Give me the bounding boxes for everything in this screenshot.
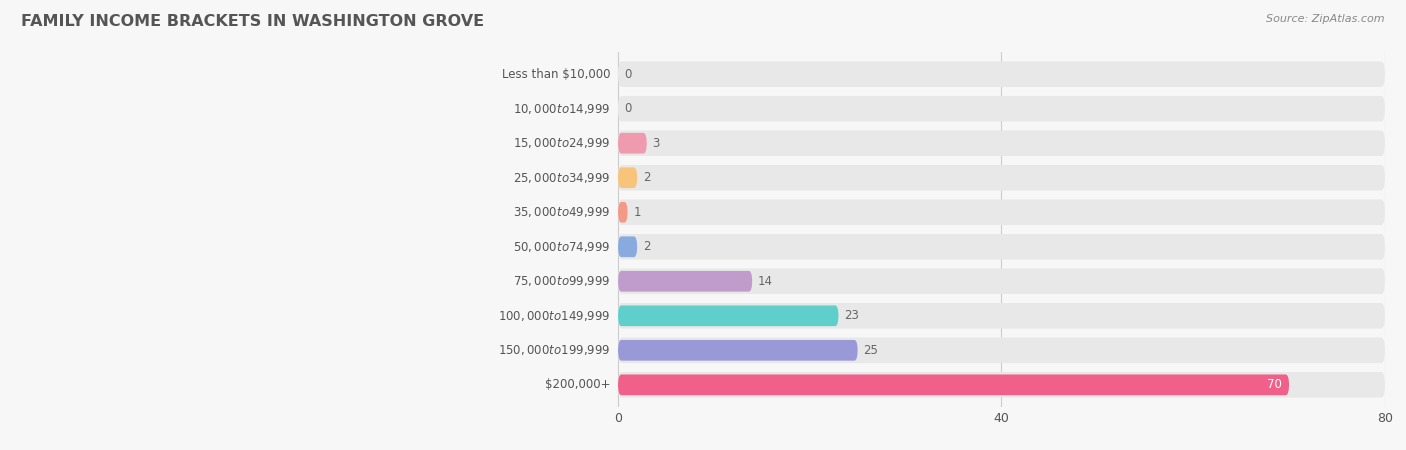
FancyBboxPatch shape — [619, 202, 627, 223]
FancyBboxPatch shape — [619, 61, 1385, 87]
Text: 2: 2 — [643, 240, 651, 253]
Text: 23: 23 — [844, 309, 859, 322]
FancyBboxPatch shape — [619, 338, 1385, 363]
Text: 0: 0 — [624, 68, 631, 81]
FancyBboxPatch shape — [619, 269, 1385, 294]
FancyBboxPatch shape — [619, 306, 838, 326]
Text: Less than $10,000: Less than $10,000 — [502, 68, 610, 81]
Text: $50,000 to $74,999: $50,000 to $74,999 — [513, 240, 610, 254]
Text: $150,000 to $199,999: $150,000 to $199,999 — [498, 343, 610, 357]
Text: 70: 70 — [1267, 378, 1281, 392]
Text: $75,000 to $99,999: $75,000 to $99,999 — [513, 274, 610, 288]
FancyBboxPatch shape — [619, 372, 1385, 398]
FancyBboxPatch shape — [619, 199, 1385, 225]
FancyBboxPatch shape — [619, 236, 637, 257]
Text: 14: 14 — [758, 275, 773, 288]
FancyBboxPatch shape — [619, 374, 1289, 395]
FancyBboxPatch shape — [619, 130, 1385, 156]
Text: 3: 3 — [652, 137, 659, 150]
FancyBboxPatch shape — [619, 271, 752, 292]
FancyBboxPatch shape — [619, 234, 1385, 260]
Text: $25,000 to $34,999: $25,000 to $34,999 — [513, 171, 610, 185]
Text: 2: 2 — [643, 171, 651, 184]
Text: $200,000+: $200,000+ — [546, 378, 610, 392]
Text: FAMILY INCOME BRACKETS IN WASHINGTON GROVE: FAMILY INCOME BRACKETS IN WASHINGTON GRO… — [21, 14, 484, 28]
Text: $35,000 to $49,999: $35,000 to $49,999 — [513, 205, 610, 219]
Text: $100,000 to $149,999: $100,000 to $149,999 — [498, 309, 610, 323]
FancyBboxPatch shape — [619, 96, 1385, 122]
FancyBboxPatch shape — [619, 133, 647, 153]
Text: 0: 0 — [624, 102, 631, 115]
FancyBboxPatch shape — [619, 165, 1385, 190]
FancyBboxPatch shape — [619, 340, 858, 360]
Text: 1: 1 — [633, 206, 641, 219]
Text: 25: 25 — [863, 344, 879, 357]
Text: $15,000 to $24,999: $15,000 to $24,999 — [513, 136, 610, 150]
Text: $10,000 to $14,999: $10,000 to $14,999 — [513, 102, 610, 116]
FancyBboxPatch shape — [619, 167, 637, 188]
Text: Source: ZipAtlas.com: Source: ZipAtlas.com — [1267, 14, 1385, 23]
FancyBboxPatch shape — [619, 303, 1385, 328]
